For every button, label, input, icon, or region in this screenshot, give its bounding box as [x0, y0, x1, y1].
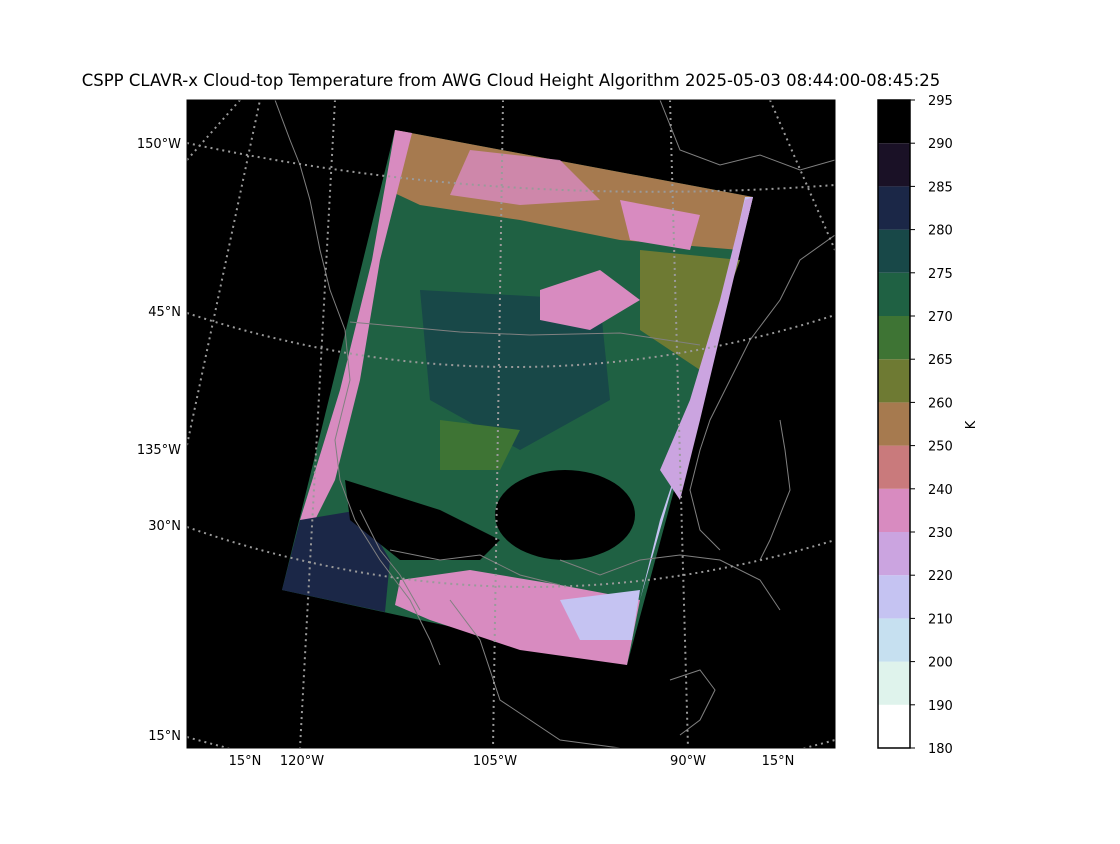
swath-region [450, 150, 600, 205]
swath-region [540, 270, 640, 330]
lat-lon-label: 15°N [229, 754, 262, 769]
coastline [559, 554, 781, 611]
colorbar-tick-label: 285 [928, 180, 953, 195]
colorbar-frame [877, 99, 911, 749]
coastline [759, 419, 791, 561]
colorbar-tick-label: 290 [928, 137, 953, 152]
colorbar-segment [878, 186, 910, 230]
coastlines [274, 100, 835, 748]
graticule [187, 100, 835, 748]
parallel [187, 312, 835, 368]
lat-lon-label: 45°N [148, 305, 181, 320]
swath-region [440, 420, 520, 470]
coastline [659, 100, 835, 171]
meridian [187, 100, 241, 161]
swath-edge [300, 130, 412, 540]
meridian [669, 100, 689, 748]
colorbar-tick-label: 250 [928, 440, 953, 455]
meridian [299, 100, 336, 748]
parallel [187, 142, 835, 193]
colorbar-segment [878, 402, 910, 446]
colorbar-segment [878, 359, 910, 403]
colorbar-tick-label: 260 [928, 396, 953, 411]
colorbar-tick-label: 280 [928, 224, 953, 239]
colorbar-tick-label: 275 [928, 267, 953, 282]
colorbar-segment [878, 575, 910, 619]
colorbar-segment [878, 618, 910, 662]
swath-region [395, 570, 640, 665]
colorbar-segment [878, 229, 910, 273]
colorbar-tick-label: 240 [928, 483, 953, 498]
title: CSPP CLAVR-x Cloud-top Temperature from … [82, 71, 941, 90]
lat-lon-label: 135°W [137, 443, 181, 458]
parallel [187, 526, 835, 588]
colorbar-segment [878, 661, 910, 705]
swath-edge [660, 197, 753, 500]
border [389, 549, 561, 586]
colorbar-tick-label: 295 [928, 94, 953, 109]
colorbar-segment [878, 316, 910, 360]
coastline [689, 234, 835, 551]
colorbar-tick-label: 200 [928, 656, 953, 671]
colorbar-segment [878, 532, 910, 576]
colorbar-tick-label: 265 [928, 353, 953, 368]
swath-region [345, 480, 500, 560]
coastline [669, 669, 716, 736]
lat-lon-label: 150°W [137, 137, 181, 152]
colorbar-segment [878, 272, 910, 316]
lat-lon-label: 90°W [670, 754, 706, 769]
lat-lon-label: 105°W [473, 754, 517, 769]
coastline [274, 100, 441, 666]
swath-region [560, 590, 640, 640]
colorbar-tick-label: 230 [928, 526, 953, 541]
map [187, 100, 835, 748]
colorbar-segment [878, 445, 910, 489]
swath-region [495, 470, 635, 560]
colorbar-segment [878, 100, 910, 144]
meridian [492, 100, 504, 748]
colorbar-tick-label: 190 [928, 699, 953, 714]
border [349, 321, 701, 346]
swath [282, 130, 753, 665]
colorbar-tick-label: 180 [928, 742, 953, 757]
colorbar-tick-label: 210 [928, 612, 953, 627]
coastline [449, 599, 621, 748]
colorbar-segment [878, 488, 910, 532]
lat-lon-label: 30°N [148, 519, 181, 534]
colorbar-tick-label: 270 [928, 310, 953, 325]
lat-lon-label: 120°W [280, 754, 324, 769]
swath-region [620, 200, 700, 250]
lat-lon-label: 15°N [762, 754, 795, 769]
coastline [359, 509, 421, 611]
colorbar-tick-label: 220 [928, 569, 953, 584]
colorbar-label: K [964, 420, 979, 429]
colorbar-segment [878, 143, 910, 187]
swath-region [420, 290, 610, 450]
lat-lon-label: 15°N [148, 729, 181, 744]
map-frame [186, 99, 836, 749]
colorbar-segment [878, 704, 910, 748]
